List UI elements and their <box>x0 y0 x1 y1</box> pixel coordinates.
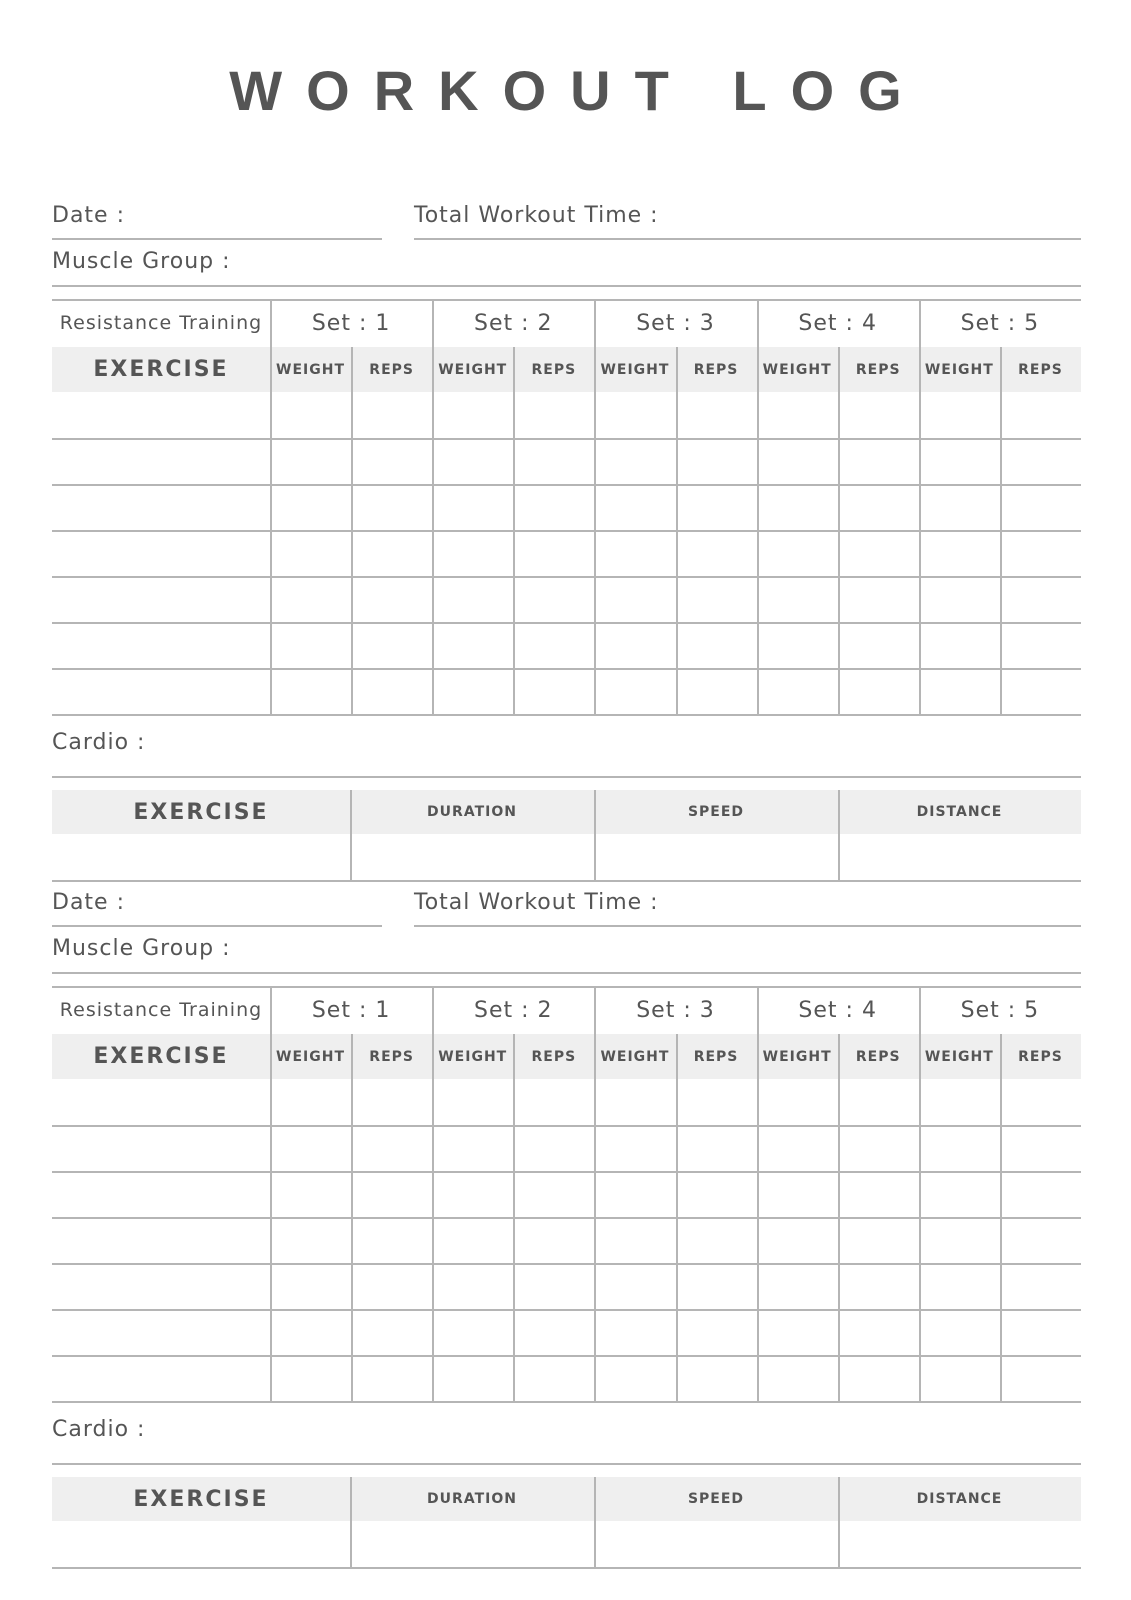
cardio-field[interactable] <box>52 1463 1081 1465</box>
weight-header: WEIGHT <box>438 361 508 378</box>
set-header: Set : 1 <box>311 310 391 336</box>
cardio-divider <box>350 1477 352 1567</box>
set-divider <box>756 299 759 714</box>
muscle-group-label: Muscle Group : <box>52 249 231 274</box>
muscle-group-field[interactable] <box>52 285 1081 287</box>
page-title: WORKOUT LOG <box>229 59 926 122</box>
set-divider <box>756 986 759 1401</box>
reps-header: REPS <box>369 361 414 378</box>
cardio-label: Cardio : <box>52 730 146 755</box>
cardio-header-distance: DISTANCE <box>916 804 1003 820</box>
table-row[interactable] <box>52 622 1081 624</box>
date-field[interactable] <box>52 925 382 927</box>
reps-header: REPS <box>531 1048 577 1065</box>
reps-header: REPS <box>855 1048 901 1065</box>
set-divider <box>594 986 597 1401</box>
set-divider <box>432 299 435 714</box>
exercise-header: EXERCISE <box>93 1044 229 1069</box>
weight-header: WEIGHT <box>924 361 994 378</box>
table-row[interactable] <box>52 1355 1081 1357</box>
total-workout-time-label: Total Workout Time : <box>414 203 659 228</box>
cardio-divider <box>838 1477 840 1567</box>
table-row[interactable] <box>52 484 1081 486</box>
weight-header: WEIGHT <box>762 361 832 378</box>
date-field[interactable] <box>52 238 382 240</box>
table-row[interactable] <box>52 576 1081 578</box>
table-row[interactable] <box>52 438 1081 440</box>
date-label: Date : <box>52 890 125 915</box>
table-row[interactable] <box>52 668 1081 670</box>
table-row[interactable] <box>52 1309 1081 1311</box>
set-header: Set : 4 <box>798 310 877 336</box>
table-row[interactable] <box>52 1401 1081 1403</box>
cardio-header-exercise: EXERCISE <box>133 1486 269 1512</box>
table-header-band <box>52 1034 1081 1079</box>
weight-header: WEIGHT <box>276 361 346 378</box>
set-header: Set : 2 <box>474 997 553 1023</box>
table-top-rule <box>52 986 1081 988</box>
resistance-training-label: Resistance Training <box>59 999 263 1021</box>
reps-header: REPS <box>369 1048 414 1065</box>
set-header: Set : 2 <box>474 310 553 336</box>
muscle-group-field[interactable] <box>52 972 1081 974</box>
table-row[interactable] <box>52 1217 1081 1219</box>
reps-header: REPS <box>1018 1048 1063 1065</box>
exercise-header: EXERCISE <box>93 357 229 382</box>
cardio-divider <box>350 790 352 880</box>
date-label: Date : <box>52 203 125 228</box>
set-header: Set : 3 <box>636 997 715 1023</box>
resistance-training-label: Resistance Training <box>59 312 263 334</box>
reps-header: REPS <box>1018 361 1063 378</box>
muscle-group-label: Muscle Group : <box>52 936 231 961</box>
set-header: Set : 4 <box>798 997 877 1023</box>
weight-header: WEIGHT <box>600 361 670 378</box>
cardio-header-duration: DURATION <box>427 804 517 820</box>
cardio-divider <box>594 790 596 880</box>
total-workout-time-field[interactable] <box>414 238 1081 240</box>
reps-header: REPS <box>531 361 577 378</box>
reps-header: REPS <box>693 1048 739 1065</box>
workout-log-entry: Date : Total Workout Time : Muscle Group :… <box>52 890 1081 1569</box>
weight-header: WEIGHT <box>438 1048 508 1065</box>
cardio-header-band <box>52 1477 1081 1521</box>
set-divider <box>594 299 597 714</box>
table-row[interactable] <box>52 1171 1081 1173</box>
weight-header: WEIGHT <box>924 1048 994 1065</box>
cardio-field[interactable] <box>52 776 1081 778</box>
set-divider <box>270 986 272 1401</box>
weight-header: WEIGHT <box>762 1048 832 1065</box>
cardio-divider <box>838 790 840 880</box>
cardio-header-exercise: EXERCISE <box>133 799 269 825</box>
cardio-header-speed: SPEED <box>687 804 745 820</box>
table-row[interactable] <box>52 1263 1081 1265</box>
table-row[interactable] <box>52 1125 1081 1127</box>
set-divider <box>918 986 921 1401</box>
weight-header: WEIGHT <box>276 1048 346 1065</box>
workout-log-entry: Date : Total Workout Time : Muscle Group :… <box>52 203 1081 882</box>
set-header: Set : 5 <box>960 310 1040 336</box>
cardio-divider <box>594 1477 596 1567</box>
weight-header: WEIGHT <box>600 1048 670 1065</box>
set-divider <box>270 299 272 714</box>
set-header: Set : 5 <box>960 997 1040 1023</box>
cardio-label: Cardio : <box>52 1417 146 1442</box>
cardio-row[interactable] <box>52 880 1081 882</box>
reps-header: REPS <box>693 361 739 378</box>
reps-header: REPS <box>855 361 901 378</box>
set-divider <box>432 986 435 1401</box>
cardio-header-band <box>52 790 1081 834</box>
total-workout-time-label: Total Workout Time : <box>414 890 659 915</box>
cardio-header-speed: SPEED <box>687 1491 745 1507</box>
table-top-rule <box>52 299 1081 301</box>
total-workout-time-field[interactable] <box>414 925 1081 927</box>
cardio-header-duration: DURATION <box>427 1491 517 1507</box>
table-row[interactable] <box>52 530 1081 532</box>
cardio-header-distance: DISTANCE <box>916 1491 1003 1507</box>
set-header: Set : 3 <box>636 310 715 336</box>
table-header-band <box>52 347 1081 392</box>
set-divider <box>918 299 921 714</box>
cardio-row[interactable] <box>52 1567 1081 1569</box>
table-row[interactable] <box>52 714 1081 716</box>
set-header: Set : 1 <box>311 997 391 1023</box>
